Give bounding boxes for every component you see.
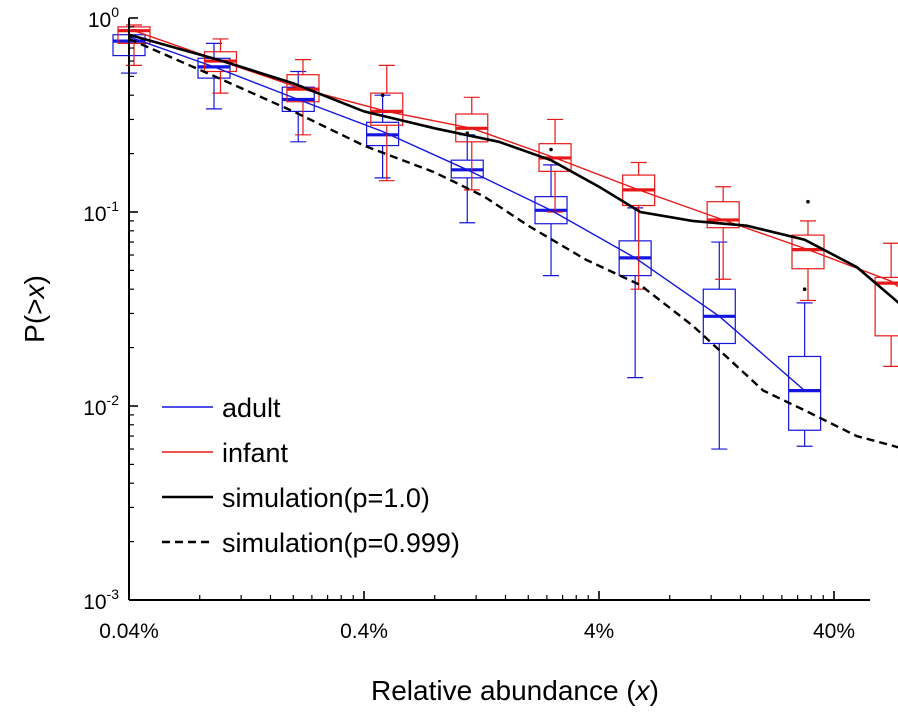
- box-infant: [706, 186, 740, 280]
- legend-label-simulation-p1: simulation(p=1.0): [222, 483, 430, 513]
- y-tick-label: 10-2: [83, 392, 119, 420]
- box-adult: [450, 131, 484, 224]
- legend-entry-adult: adult: [162, 393, 281, 423]
- box-iqr-adult: [788, 355, 822, 431]
- box-outlier-adult: [380, 93, 385, 98]
- y-tick-label: 10-1: [83, 198, 119, 226]
- ticks: 100 10-1 10-2 10-3 0.04% 0.4% 4% 40%: [83, 4, 855, 643]
- box-adult: [366, 93, 400, 179]
- box-infant: [370, 64, 404, 182]
- legend: adult infant simulation(p=1.0) simulatio…: [162, 393, 460, 558]
- legend-label-infant: infant: [222, 438, 289, 468]
- series-line-adult: [128, 36, 806, 392]
- box-iqr-infant: [791, 234, 825, 270]
- legend-entry-infant: infant: [162, 438, 289, 468]
- x-axis-label: Relative abundance (x): [371, 675, 659, 706]
- box-iqr-infant: [874, 276, 898, 337]
- box-outlier-adult: [802, 287, 807, 292]
- legend-label-simulation-p0999: simulation(p=0.999): [222, 528, 460, 558]
- y-axis-label: P(>x): [19, 275, 50, 343]
- y-tick-label: 10-3: [83, 586, 119, 614]
- legend-entry-simulation-p1: simulation(p=1.0): [162, 483, 430, 513]
- series-line-simulation-p1: [128, 33, 898, 304]
- x-tick-label: 0.4%: [340, 620, 388, 643]
- box-adult: [702, 241, 736, 450]
- x-tick-label: 40%: [813, 620, 855, 643]
- box-iqr-infant: [370, 92, 404, 126]
- box-adult: [618, 207, 652, 379]
- legend-label-adult: adult: [222, 393, 281, 423]
- series-line-simulation-p0999: [128, 37, 898, 449]
- box-infant: [874, 242, 898, 368]
- plot-area: [112, 24, 898, 450]
- box-outlier-adult: [549, 147, 553, 152]
- legend-entry-simulation-p0999: simulation(p=0.999): [162, 528, 460, 558]
- series-line-infant: [133, 30, 898, 288]
- x-tick-label: 4%: [584, 620, 614, 643]
- axes: [128, 18, 870, 601]
- x-tick-label: 0.04%: [99, 620, 159, 643]
- y-tick-label: 100: [88, 4, 119, 32]
- box-infant: [622, 161, 656, 290]
- box-infant: [538, 118, 572, 213]
- box-outlier-infant: [806, 199, 810, 204]
- box-adult: [788, 287, 822, 447]
